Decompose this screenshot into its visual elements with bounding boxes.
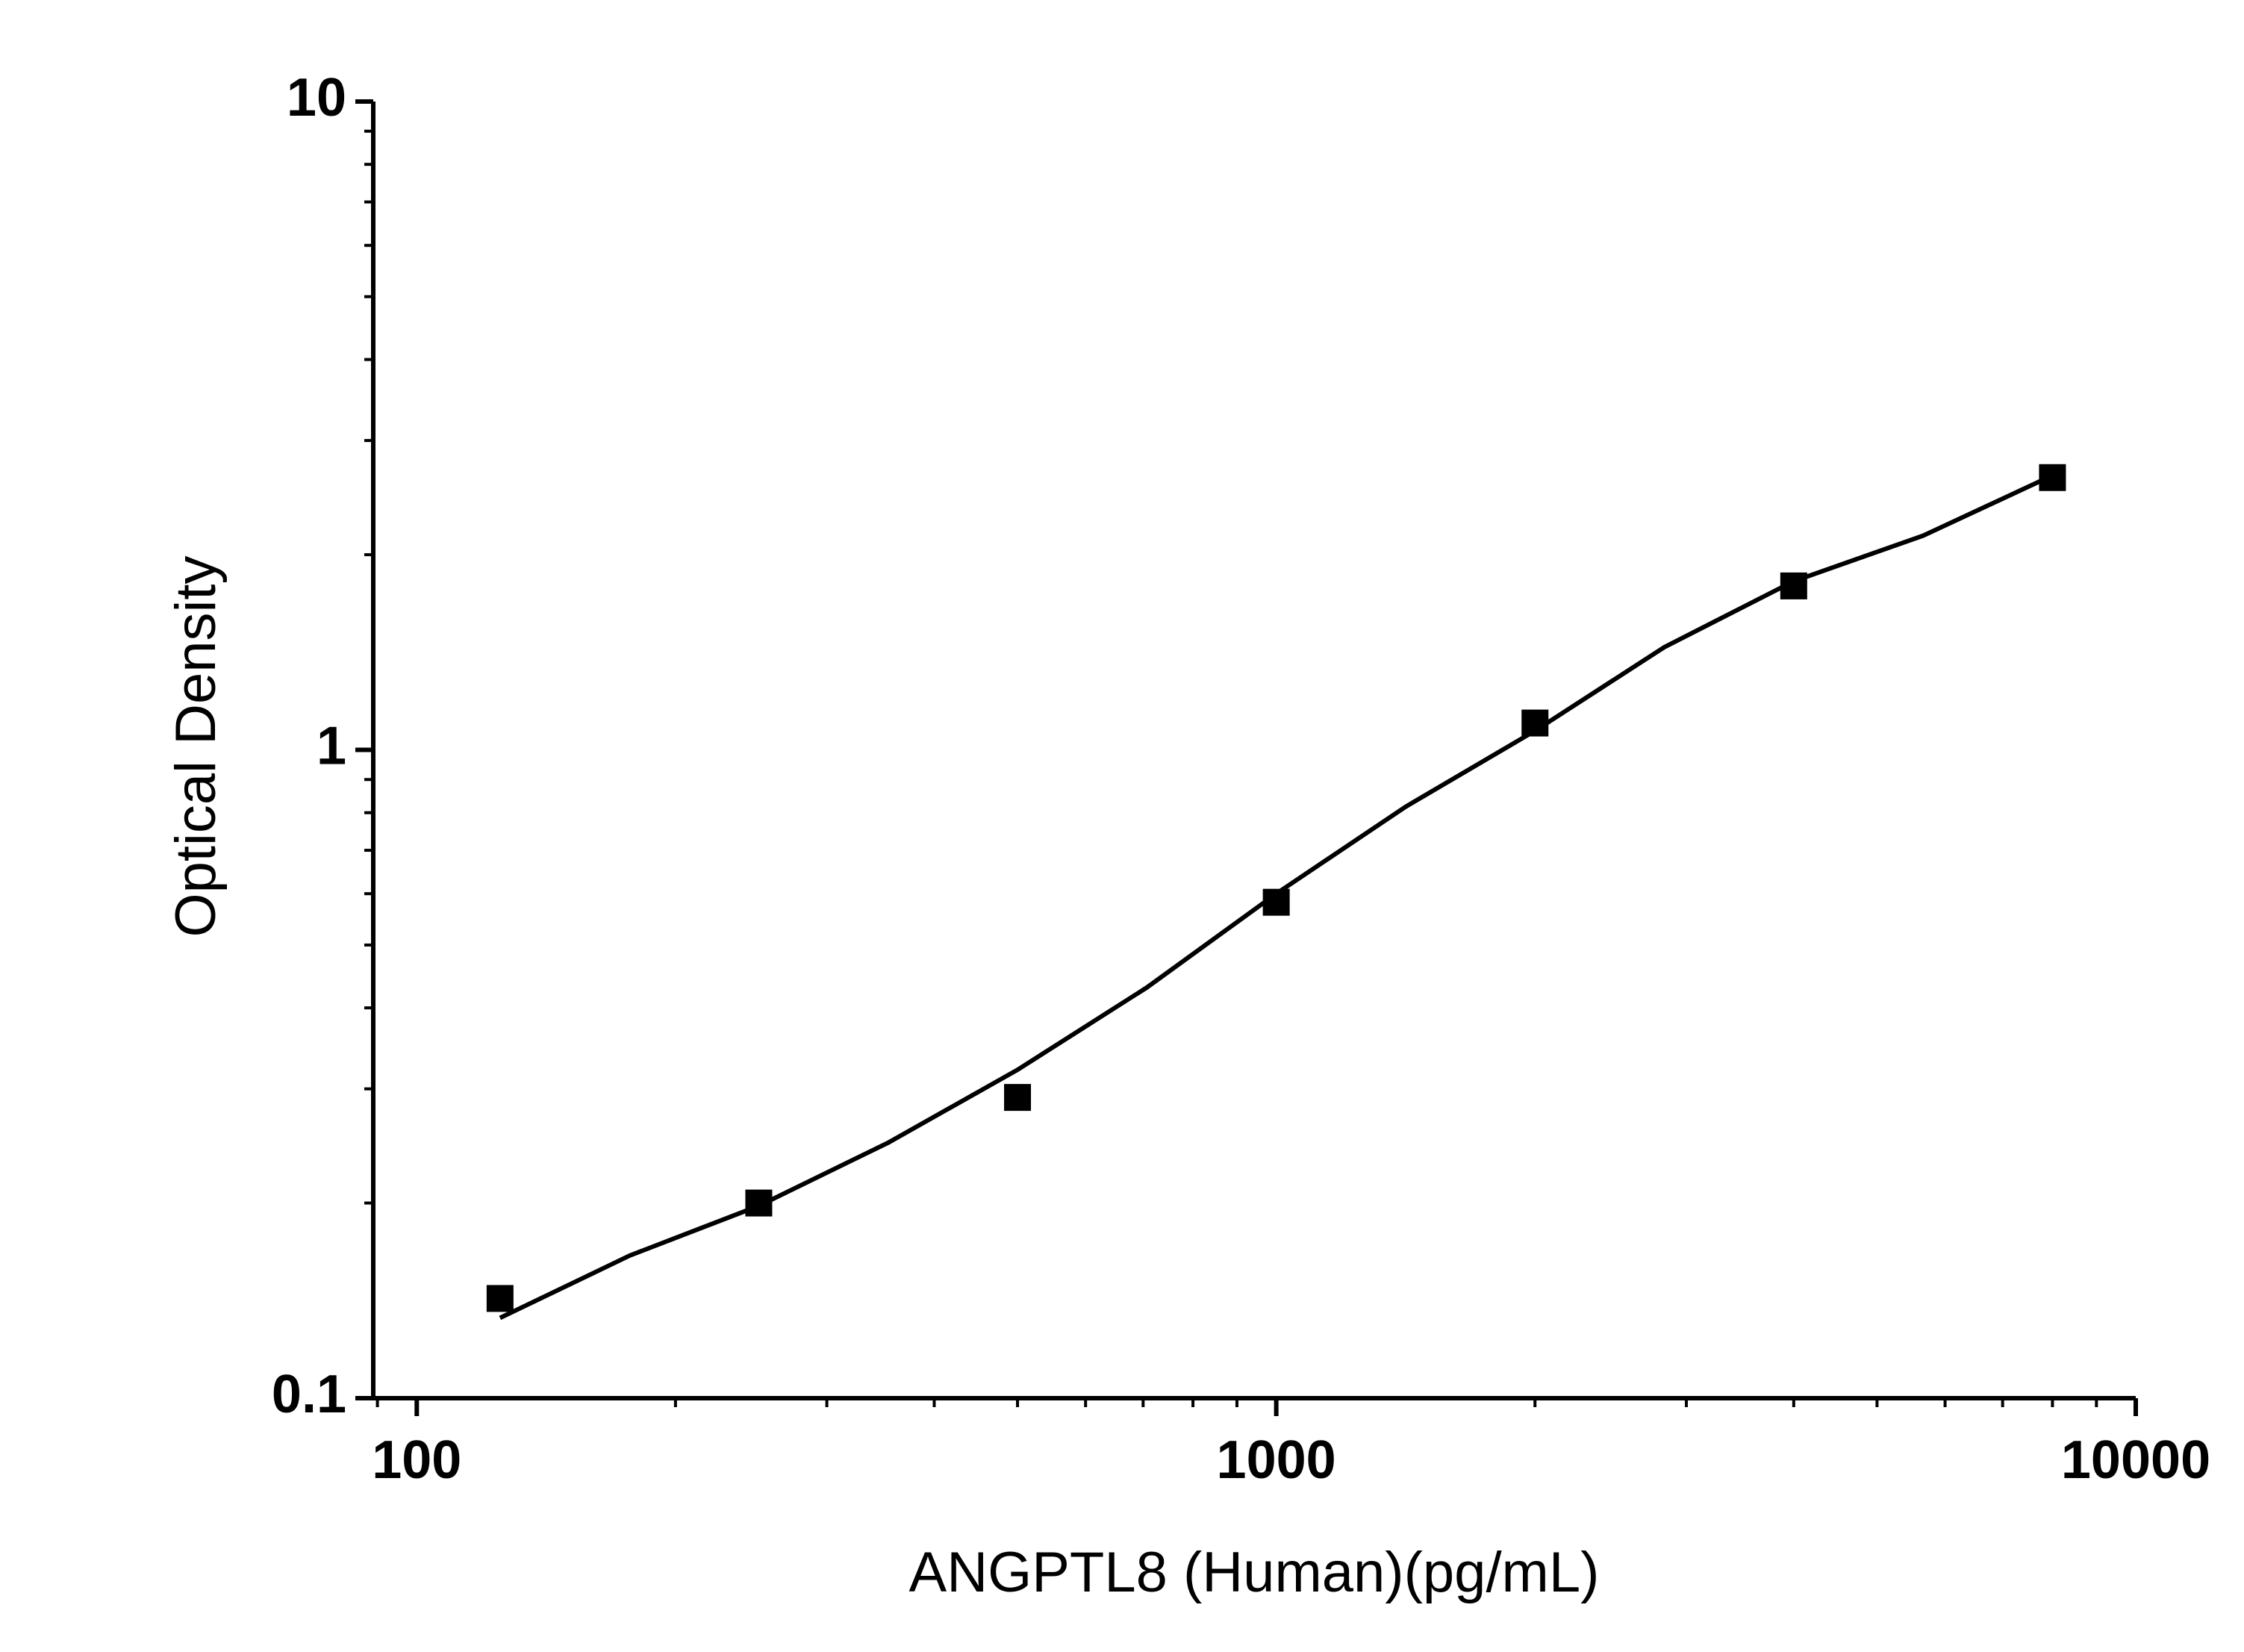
data-point [1004,1084,1032,1112]
x-tick-label: 1000 [1217,1430,1336,1490]
x-axis-title: ANGPTL8 (Human)(pg/mL) [909,1541,1600,1604]
fit-curve [499,473,2054,1321]
x-tick-label: 10000 [2061,1430,2210,1490]
data-point [486,1285,514,1312]
y-tick-label: 0.1 [272,1365,346,1424]
y-tick-label: 1 [317,717,346,776]
y-axis-title: Optical Density [164,555,228,937]
y-tick-label: 10 [287,68,346,128]
x-tick-label: 100 [372,1430,461,1490]
